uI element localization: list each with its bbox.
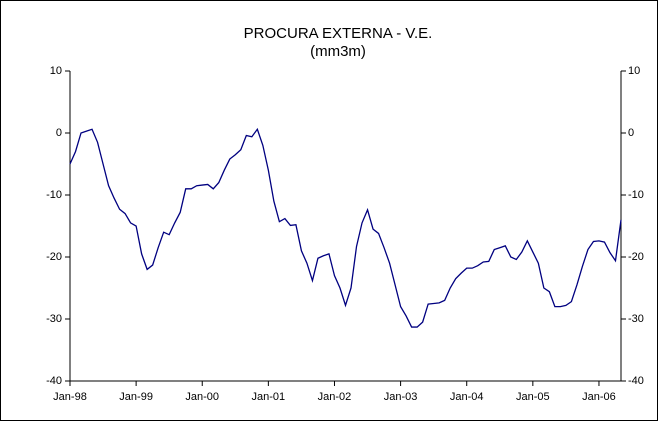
y-tick-label: -10 (46, 189, 62, 201)
x-tick-label: Jan-01 (252, 391, 286, 403)
y2-tick-label: 0 (628, 127, 634, 139)
y-tick-label: 10 (50, 65, 62, 77)
y2-tick-label: -40 (628, 375, 644, 387)
data-line (69, 127, 622, 328)
x-tick-label: Jan-04 (450, 391, 484, 403)
x-tick-label: Jan-06 (582, 391, 616, 403)
x-tick-label: Jan-00 (185, 391, 219, 403)
chart-subtitle: (mm3m) (310, 43, 366, 60)
y2-tick-label: 10 (628, 65, 640, 77)
y2-tick-label: -10 (628, 189, 644, 201)
x-tick-label: Jan-05 (516, 391, 550, 403)
x-tick-label: Jan-02 (318, 391, 352, 403)
chart-title: PROCURA EXTERNA - V.E. (244, 25, 433, 42)
x-tick-label: Jan-98 (53, 391, 87, 403)
y2-tick-label: -30 (628, 313, 644, 325)
y-tick-label: -30 (46, 313, 62, 325)
y-tick-label: 0 (56, 127, 62, 139)
y-tick-label: -20 (46, 251, 62, 263)
y2-tick-label: -20 (628, 251, 644, 263)
x-tick-label: Jan-03 (384, 391, 418, 403)
x-tick-label: Jan-99 (119, 391, 153, 403)
y-tick-label: -40 (46, 375, 62, 387)
